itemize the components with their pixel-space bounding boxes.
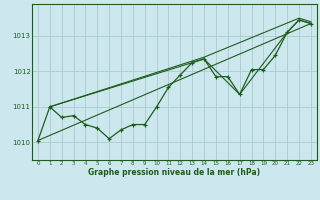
- X-axis label: Graphe pression niveau de la mer (hPa): Graphe pression niveau de la mer (hPa): [88, 168, 260, 177]
